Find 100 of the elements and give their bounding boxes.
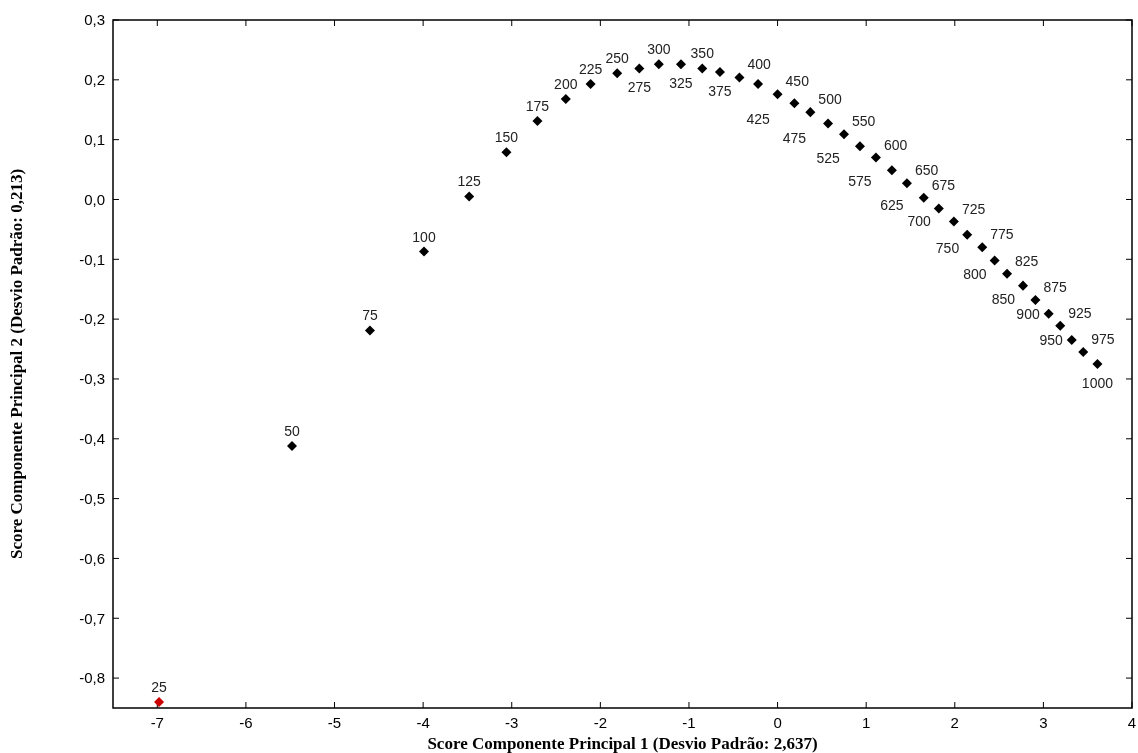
y-tick-label: -0,6	[79, 549, 105, 567]
annotation: 150	[494, 129, 519, 146]
y-tick-label: -0,1	[79, 250, 105, 268]
annotation: 325	[669, 75, 693, 92]
annotation: 400	[747, 56, 772, 73]
point	[854, 141, 865, 152]
point	[918, 192, 929, 203]
annotation: 750	[935, 239, 960, 256]
y-tick-label: -0,4	[79, 430, 105, 448]
point	[839, 129, 850, 140]
point	[697, 63, 708, 74]
annotation: 425	[746, 111, 770, 128]
point	[585, 79, 596, 90]
x-tick-label: 0	[773, 714, 782, 731]
annotation: 250	[605, 50, 630, 67]
annotation: 200	[554, 75, 578, 92]
x-tick-label: -4	[416, 714, 430, 731]
annotation: 450	[785, 73, 810, 90]
annotation: 875	[1043, 278, 1067, 295]
point	[286, 440, 297, 451]
x-tick-label: -3	[505, 714, 519, 731]
point	[419, 246, 430, 257]
point	[1055, 320, 1066, 331]
y-tick-label: 0,1	[84, 130, 105, 148]
point	[805, 107, 816, 118]
annotation: 550	[852, 113, 876, 130]
point	[1018, 280, 1029, 291]
point	[612, 68, 623, 79]
point	[464, 191, 475, 202]
annotation: 175	[525, 98, 550, 115]
point	[154, 697, 165, 708]
annotation: 75	[362, 307, 378, 324]
point	[653, 59, 664, 70]
x-tick-label: 1	[862, 714, 871, 731]
point	[753, 79, 764, 90]
annotation: 225	[578, 61, 603, 78]
annotation: 50	[284, 422, 300, 439]
point	[675, 59, 686, 70]
point	[933, 203, 944, 214]
point	[789, 98, 800, 109]
y-tick-label: 0,2	[84, 71, 105, 89]
annotation: 500	[818, 91, 842, 108]
point	[560, 93, 571, 104]
annotation: 775	[990, 226, 1014, 243]
point	[1043, 308, 1054, 319]
y-tick-label: -0,3	[79, 370, 105, 388]
point	[634, 63, 645, 74]
point	[714, 67, 725, 78]
point	[772, 89, 783, 100]
x-tick-label: 3	[1039, 714, 1048, 731]
annotation: 725	[961, 200, 986, 217]
point	[870, 152, 881, 163]
y-tick-label: 0,3	[84, 11, 105, 29]
point	[901, 178, 912, 189]
annotation: 625	[880, 197, 904, 214]
x-tick-label: -1	[682, 714, 696, 731]
point	[977, 242, 988, 253]
point	[734, 72, 745, 83]
point	[1078, 347, 1089, 358]
x-tick-label: -7	[150, 714, 164, 731]
annotation: 25	[151, 679, 168, 696]
annotation: 525	[816, 150, 840, 167]
point	[1092, 358, 1103, 370]
annotation: 850	[991, 290, 1016, 307]
annotation: 950	[1039, 332, 1063, 349]
annotation: 350	[690, 45, 715, 62]
point	[1066, 335, 1077, 346]
x-tick-label: 4	[1127, 714, 1137, 731]
annotation: 275	[627, 79, 652, 96]
point	[962, 229, 973, 240]
annotation: 975	[1091, 331, 1115, 348]
x-tick-label: -2	[593, 714, 608, 731]
annotation: 300	[647, 41, 671, 58]
annotation: 675	[931, 176, 956, 193]
annotation: 800	[963, 265, 987, 282]
x-axis-title: Score Componente Principal 1 (Desvio Padrão: 2,637)	[427, 734, 818, 753]
annotation: 900	[1016, 305, 1040, 322]
y-tick-label: -0,7	[79, 609, 105, 627]
point	[501, 147, 512, 158]
y-tick-label: -0,2	[79, 310, 105, 328]
annotation: 475	[782, 130, 807, 147]
annotation: 575	[848, 173, 872, 190]
annotation: 650	[914, 162, 939, 179]
y-tick-label: -0,8	[79, 669, 105, 687]
point	[1030, 294, 1041, 305]
point	[532, 116, 543, 127]
point	[823, 118, 834, 129]
x-tick-label: -5	[327, 714, 342, 731]
x-tick-label: 2	[950, 714, 959, 731]
y-axis-title: Score Componente Principal 2 (Desvio Padrão: 0,213)	[7, 168, 26, 560]
annotation: 100	[412, 228, 436, 245]
annotation: 600	[883, 136, 908, 153]
y-tick-label: -0,5	[79, 489, 105, 507]
point	[364, 325, 375, 336]
annotation: 925	[1068, 304, 1092, 321]
annotation: 700	[907, 213, 932, 230]
y-tick-label: 0,0	[84, 190, 105, 208]
annotation: 125	[457, 173, 482, 190]
x-tick-label: -6	[239, 714, 253, 731]
point	[886, 165, 897, 176]
